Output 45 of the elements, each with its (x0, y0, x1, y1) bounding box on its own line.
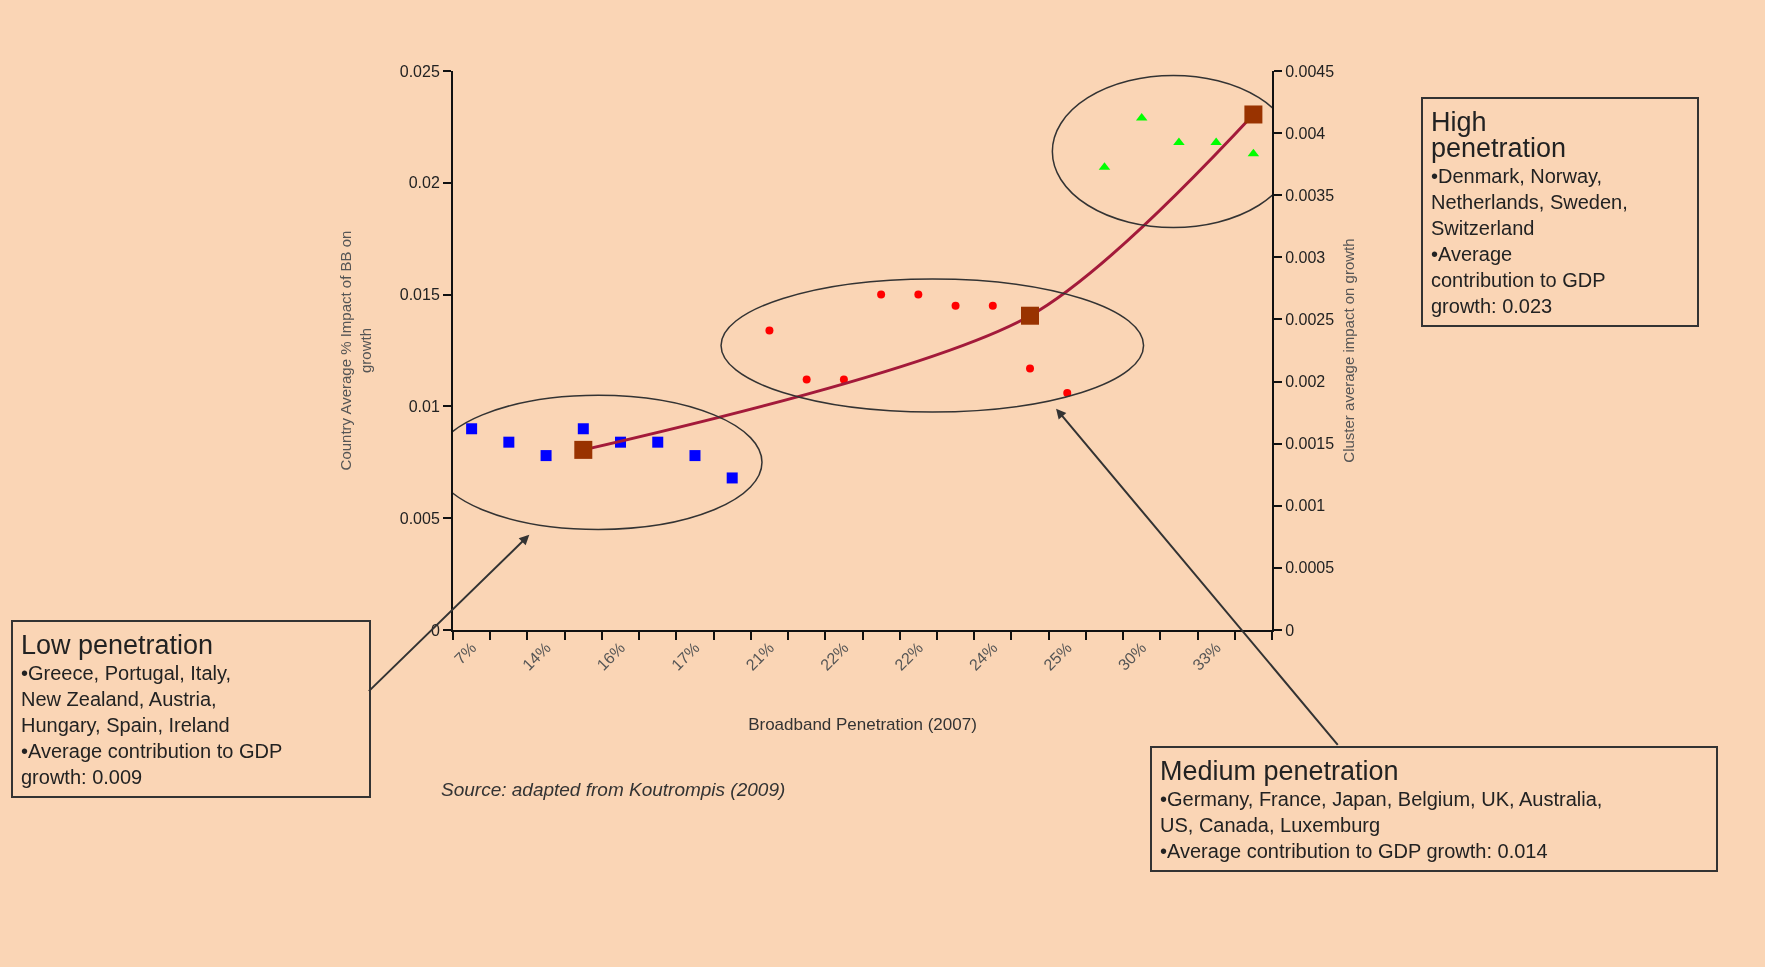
point (577, 423, 589, 435)
text: Low penetration •Greece, Portugal, Italy, New Zealand, Austria, Hungary, Spain, Ireland •Average contribution to GDP growth: 0.009 (21, 630, 283, 788)
point (689, 450, 701, 462)
y-tick-label: 0.01 (408, 398, 440, 415)
point (1021, 306, 1040, 325)
x-axis-title: Broadband Penetration (2007) (748, 714, 977, 734)
y2-tick-label: 0 (1285, 621, 1295, 639)
y2-tick-label: 0.0045 (1285, 62, 1335, 80)
point (951, 301, 960, 310)
text: Medium penetration •Germany, France, Japan, Belgium, UK, Australia, US, Canada, Luxemburg •Average contribution to GDP growth: 0.014 (1160, 756, 1603, 862)
point (1026, 364, 1035, 373)
point (466, 423, 478, 435)
point (540, 450, 552, 462)
x-tick-label: 7% (451, 638, 480, 668)
point (765, 326, 774, 335)
y-tick-label: 0.02 (408, 174, 440, 192)
y-tick-label: 0.015 (399, 286, 440, 304)
point (652, 436, 664, 448)
x-tick-label: 33% (1189, 638, 1224, 674)
y-tick-label: 0.005 (399, 509, 440, 527)
y2-tick-label: 0.001 (1285, 497, 1326, 515)
y2-tick-label: 0.0035 (1285, 186, 1335, 204)
point (1210, 137, 1222, 146)
point (988, 301, 997, 310)
point (1244, 105, 1263, 124)
point (1173, 137, 1185, 146)
y2-tick-label: 0.0005 (1285, 559, 1335, 577)
y-axis-title: Country Average % Impact of BB on growth (337, 230, 374, 471)
point (574, 440, 593, 459)
point (503, 436, 515, 448)
y2-tick-label: 0.0015 (1285, 435, 1335, 453)
text: High penetration •Denmark, Norway, Netherlands, Sweden, Switzerland •Average contribution to GDP growth: 0.023 (1431, 107, 1628, 317)
y2-tick-label: 0.004 (1285, 124, 1326, 142)
point (877, 290, 886, 299)
point (914, 290, 923, 299)
point (802, 375, 811, 384)
source-note: Source: adapted from Koutrompis (2009) (441, 779, 786, 800)
y2-axis-title: Cluster average impact on growth (1339, 238, 1357, 463)
y2-tick-label: 0.002 (1285, 373, 1326, 391)
point (726, 472, 738, 484)
point (1063, 388, 1072, 397)
y2-tick-label: 0.003 (1285, 248, 1326, 266)
y-tick-label: 0.025 (399, 62, 440, 80)
x-tick-label: 30% (1114, 638, 1150, 674)
y2-tick-label: 0.0025 (1285, 311, 1335, 329)
